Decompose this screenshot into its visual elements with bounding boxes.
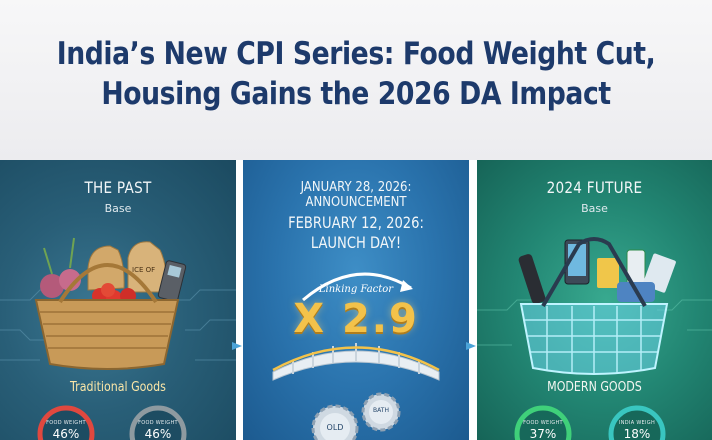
future-ring-1: FOOD WEIGHT 37% [513, 420, 573, 440]
ring-value: 46% [52, 427, 80, 440]
ring-value: 37% [529, 427, 557, 440]
past-caption: Traditional Goods [70, 380, 166, 395]
past-rings [37, 405, 187, 440]
bridge-icon [272, 272, 440, 440]
linking-factor-value: X 2.9 [293, 296, 419, 342]
ring-label: INDIA WEIGH [618, 420, 656, 426]
past-ring-1: FOOD WEIGHT 46% [36, 420, 96, 440]
arrow-right-icon [466, 342, 476, 350]
future-ring-2: INDIA WEIGH 18% [607, 420, 667, 440]
page-title: India’s New CPI Series: Food Weight Cut,… [56, 36, 656, 112]
ring-value: 18% [623, 427, 651, 440]
gear-old-label: OLD [326, 423, 344, 432]
header: India’s New CPI Series: Food Weight Cut,… [0, 0, 712, 160]
food-weight-ring-grey [129, 405, 187, 440]
future-title: 2024 FUTURE [546, 178, 643, 197]
gear-icon [361, 392, 401, 432]
launch-date: FEBRUARY 12, 2026: LAUNCH DAY! [288, 213, 424, 252]
future-panel: 2024 FUTURE Base MODERN GOODS FOOD WEIGH… [477, 160, 712, 440]
food-weight-ring-green [514, 405, 572, 440]
ring-label: FOOD WEIGHT [523, 420, 563, 426]
vegetable-basket-icon: ICE OF [34, 237, 187, 370]
future-subtitle: Base [581, 202, 608, 215]
future-rings [514, 405, 666, 440]
future-caption: MODERN GOODS [547, 380, 642, 395]
gear-new-label: BATH [373, 407, 389, 414]
gear-icon [311, 404, 359, 440]
food-weight-ring-red [37, 405, 95, 440]
linking-factor-label: Linking Factor [318, 284, 394, 295]
arrow-right-icon [232, 342, 242, 350]
past-panel: THE PAST Base ICE OF Traditional Goods F… [0, 160, 236, 440]
electronics-basket-icon [518, 237, 676, 375]
timeline-panel: JANUARY 28, 2026: ANNOUNCEMENT FEBRUARY … [243, 160, 469, 440]
sack-label: ICE OF [132, 266, 155, 274]
ring-label: FOOD WEIGHT [138, 420, 178, 426]
ring-value: 46% [144, 427, 172, 440]
divider [469, 160, 477, 440]
announcement-date: JANUARY 28, 2026: ANNOUNCEMENT [300, 180, 412, 210]
ring-label: FOOD WEIGHT [46, 420, 86, 426]
divider [236, 160, 243, 440]
india-weight-ring-teal [608, 405, 666, 440]
past-subtitle: Base [104, 202, 132, 215]
past-ring-2: FOOD WEIGHT 46% [128, 420, 188, 440]
past-title: THE PAST [84, 178, 152, 197]
